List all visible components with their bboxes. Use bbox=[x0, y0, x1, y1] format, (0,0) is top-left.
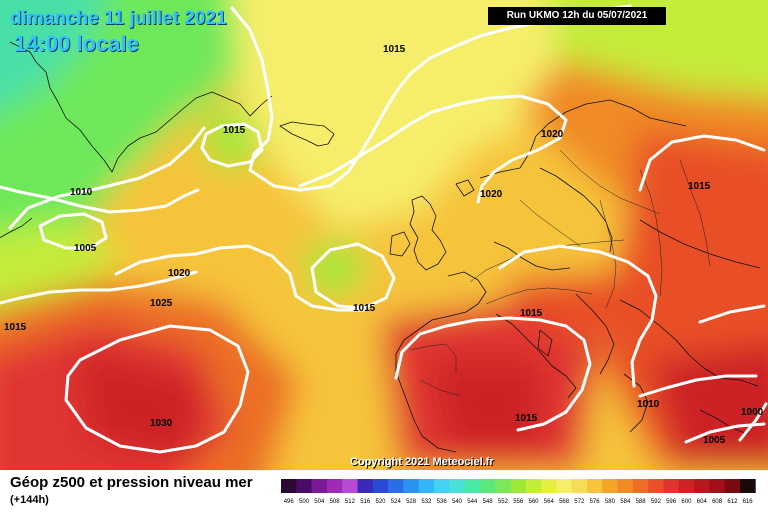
forecast-date: dimanche 11 juillet 2021 bbox=[10, 8, 227, 29]
scale-swatch bbox=[663, 479, 680, 493]
scale-tick-label: 504 bbox=[314, 499, 325, 505]
scale-tick-label: 500 bbox=[299, 499, 310, 505]
scale-swatch bbox=[449, 479, 465, 493]
scale-tick-label: 496 bbox=[284, 499, 295, 505]
copyright-notice: Copyright 2021 Meteociel.fr bbox=[350, 456, 494, 468]
scale-swatch bbox=[372, 479, 389, 493]
color-scale: 496 500 504 508 512 516 520 524 528 532 536 540 544 5… bbox=[281, 479, 756, 505]
scale-swatch bbox=[311, 479, 328, 493]
isobars bbox=[0, 4, 768, 454]
isobar-label: 1030 bbox=[150, 418, 173, 429]
scale-swatch bbox=[418, 479, 435, 493]
scale-tick-label: 548 bbox=[483, 499, 494, 505]
isobar-labels: 1015 1015 1020 1020 1015 1010 1005 1020 … bbox=[4, 44, 764, 446]
isobar-label: 1015 bbox=[353, 303, 376, 314]
scale-tick-label: 528 bbox=[406, 499, 417, 505]
isobar-label: 1015 bbox=[383, 44, 406, 55]
scale-swatch bbox=[556, 479, 573, 493]
scale-swatch bbox=[694, 479, 710, 493]
scale-swatch bbox=[296, 479, 312, 493]
scale-swatch bbox=[617, 479, 634, 493]
scale-tick-label: 516 bbox=[360, 499, 371, 505]
scale-swatch bbox=[403, 479, 420, 493]
scale-tick-label: 604 bbox=[697, 499, 708, 505]
isobar-label: 1015 bbox=[515, 413, 538, 424]
scale-swatch bbox=[571, 479, 588, 493]
isobar-label: 1005 bbox=[74, 243, 97, 254]
scale-tick-label: 600 bbox=[681, 499, 692, 505]
coastlines bbox=[0, 41, 761, 453]
scale-swatch bbox=[602, 479, 618, 493]
scale-tick-label: 596 bbox=[666, 499, 677, 505]
scale-tick-label: 564 bbox=[544, 499, 555, 505]
scale-tick-label: 540 bbox=[452, 499, 463, 505]
scale-tick-label: 532 bbox=[421, 499, 432, 505]
scale-tick-label: 572 bbox=[574, 499, 585, 505]
scale-swatch bbox=[587, 479, 603, 493]
scale-tick-label: 608 bbox=[712, 499, 723, 505]
weather-map: 1015 1015 1020 1020 1015 1010 1005 1020 … bbox=[0, 0, 768, 470]
scale-tick-label: 592 bbox=[651, 499, 662, 505]
scale-swatch bbox=[464, 479, 481, 493]
scale-swatch bbox=[342, 479, 358, 493]
scale-tick-label: 612 bbox=[727, 499, 738, 505]
scale-tick-label: 520 bbox=[375, 499, 386, 505]
isobar-label: 1015 bbox=[520, 308, 543, 319]
scale-swatch bbox=[648, 479, 664, 493]
isobar-label: 1020 bbox=[168, 268, 191, 279]
scale-swatch bbox=[740, 479, 756, 493]
isobar-label: 1020 bbox=[480, 189, 503, 200]
scale-swatch bbox=[525, 479, 542, 493]
isobar-label: 1015 bbox=[688, 181, 711, 192]
isobar-label: 1025 bbox=[150, 298, 173, 309]
scale-tick-label: 588 bbox=[636, 499, 647, 505]
scale-tick-label: 544 bbox=[467, 499, 478, 505]
scale-tick-label: 584 bbox=[620, 499, 631, 505]
isobar-label: 1015 bbox=[4, 322, 27, 333]
scale-swatch bbox=[510, 479, 527, 493]
scale-swatch bbox=[326, 479, 343, 493]
scale-swatch bbox=[632, 479, 649, 493]
forecast-time: 14:00 locale bbox=[14, 31, 139, 56]
model-run-label: Run UKMO 12h du 05/07/2021 bbox=[488, 7, 666, 25]
scale-tick-label: 508 bbox=[330, 499, 341, 505]
scale-tick-label: 580 bbox=[605, 499, 616, 505]
scale-swatch bbox=[434, 479, 450, 493]
scale-swatch bbox=[724, 479, 741, 493]
isobar-label: 1015 bbox=[223, 125, 246, 136]
scale-swatch bbox=[541, 479, 557, 493]
scale-tick-label: 512 bbox=[345, 499, 356, 505]
legend-bar: Géop z500 et pression niveau mer (+144h)… bbox=[0, 470, 768, 512]
legend-title: Géop z500 et pression niveau mer bbox=[10, 474, 253, 491]
scale-swatch bbox=[479, 479, 496, 493]
scale-tick-label: 560 bbox=[528, 499, 539, 505]
isobar-label: 1005 bbox=[703, 435, 726, 446]
scale-tick-label: 524 bbox=[391, 499, 402, 505]
scale-swatch bbox=[281, 479, 297, 493]
isobar-label: 1020 bbox=[541, 129, 564, 140]
isobar-label: 1010 bbox=[637, 399, 660, 410]
isobar-label: 1000 bbox=[741, 407, 764, 418]
scale-swatch bbox=[495, 479, 511, 493]
scale-tick-label: 616 bbox=[743, 499, 754, 505]
scale-swatch bbox=[388, 479, 404, 493]
scale-swatch bbox=[678, 479, 695, 493]
scale-swatch bbox=[357, 479, 374, 493]
forecast-lead-time: (+144h) bbox=[10, 494, 49, 506]
scale-tick-label: 556 bbox=[513, 499, 524, 505]
isobar-label: 1010 bbox=[70, 187, 93, 198]
scale-tick-label: 536 bbox=[437, 499, 448, 505]
scale-tick-label: 568 bbox=[559, 499, 570, 505]
scale-swatch bbox=[709, 479, 726, 493]
scale-tick-label: 552 bbox=[498, 499, 509, 505]
scale-tick-label: 576 bbox=[590, 499, 601, 505]
